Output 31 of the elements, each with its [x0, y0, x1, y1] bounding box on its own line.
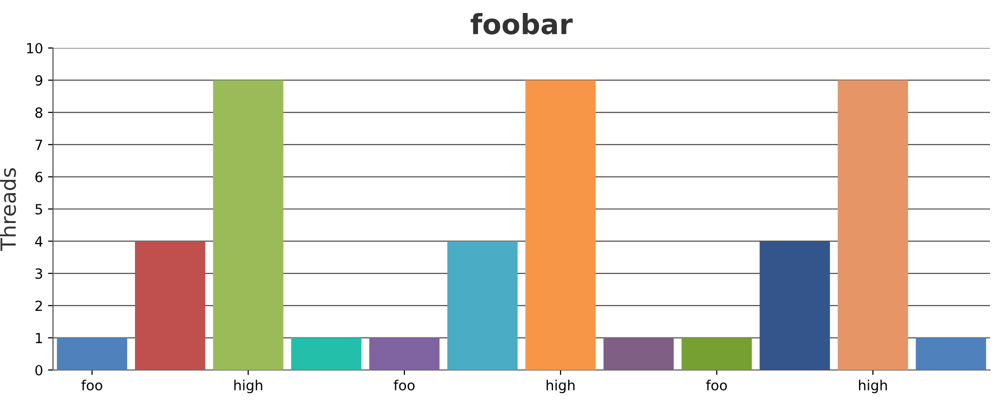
- bar: [603, 338, 674, 370]
- bar: [134, 241, 206, 370]
- y-tick-label: 9: [35, 75, 42, 86]
- y-tick-label: 10: [27, 42, 42, 54]
- bar: [525, 80, 596, 370]
- y-tick-label: 0: [35, 364, 42, 376]
- x-tick-label: high: [858, 380, 887, 394]
- bar: [916, 338, 986, 370]
- y-tick-label: 3: [36, 268, 42, 279]
- y-axis-title: Threads: [0, 168, 16, 251]
- y-tick-label: 5: [36, 204, 42, 214]
- bar: [682, 338, 752, 370]
- x-tick-label: high: [234, 380, 262, 394]
- bar: [56, 338, 128, 370]
- x-tick-label: foo: [394, 380, 415, 390]
- y-tick-label: 7: [36, 140, 42, 150]
- x-tick-label: foo: [706, 380, 727, 390]
- bar: [838, 80, 908, 370]
- bar: [291, 338, 362, 370]
- y-tick-label: 2: [35, 300, 42, 311]
- y-tick-label: 1: [36, 332, 42, 344]
- x-tick-label: high: [546, 380, 575, 394]
- y-tick-label: 4: [35, 236, 42, 246]
- bar: [447, 241, 518, 370]
- y-tick-label: 8: [35, 107, 42, 118]
- bar: [760, 241, 830, 370]
- bar: [369, 338, 440, 370]
- y-tick-label: 6: [35, 172, 42, 182]
- chart-title: foobar: [470, 13, 573, 35]
- x-tick-label: foo: [81, 380, 102, 390]
- bar: [213, 80, 284, 370]
